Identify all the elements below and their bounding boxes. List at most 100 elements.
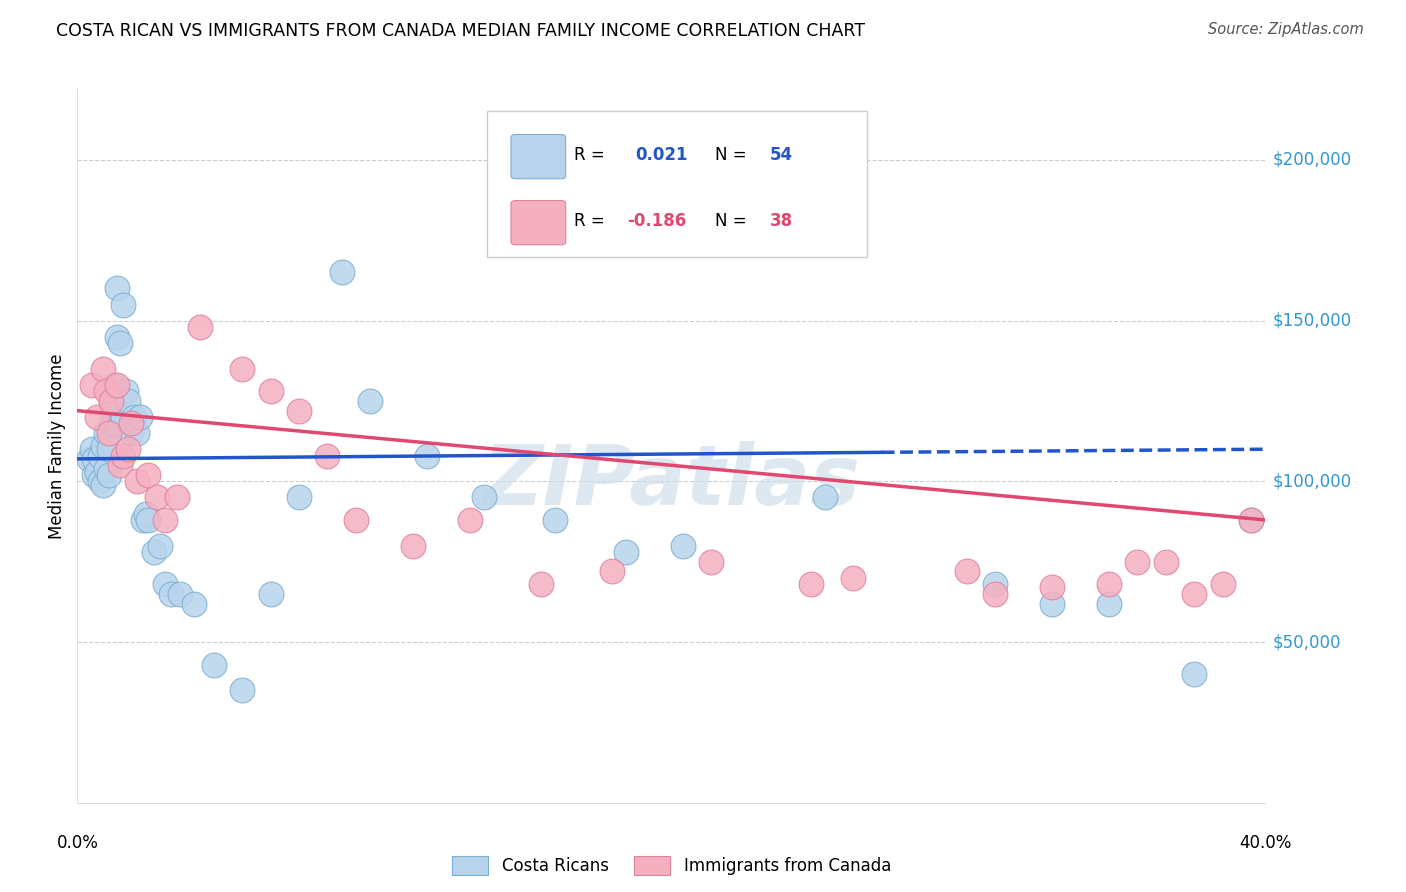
Point	[105, 378, 128, 392]
Point	[103, 378, 125, 392]
Legend: Costa Ricans, Immigrants from Canada: Costa Ricans, Immigrants from Canada	[447, 851, 896, 880]
Point	[288, 403, 311, 417]
Text: $150,000: $150,000	[1272, 311, 1351, 330]
Point	[108, 458, 131, 473]
Point	[91, 477, 114, 491]
Point	[700, 555, 723, 569]
Point	[402, 539, 425, 553]
Text: 0.021: 0.021	[636, 146, 688, 164]
Point	[83, 451, 105, 466]
Text: $100,000: $100,000	[1272, 473, 1351, 491]
Point	[416, 449, 439, 463]
Text: R =: R =	[574, 146, 610, 164]
Point	[166, 491, 188, 505]
Point	[842, 571, 865, 585]
Point	[1098, 577, 1121, 591]
Point	[97, 442, 120, 457]
FancyBboxPatch shape	[510, 201, 565, 244]
Point	[149, 539, 172, 553]
Point	[80, 442, 103, 457]
Point	[1240, 513, 1263, 527]
Point	[80, 378, 103, 392]
Point	[94, 461, 117, 475]
Point	[97, 426, 120, 441]
Point	[86, 410, 108, 425]
Point	[169, 587, 191, 601]
Point	[120, 426, 142, 441]
Point	[183, 597, 205, 611]
Point	[89, 449, 111, 463]
Point	[128, 410, 150, 425]
Point	[614, 545, 637, 559]
Point	[600, 565, 623, 579]
Point	[530, 577, 553, 591]
Point	[259, 587, 281, 601]
Text: 38: 38	[770, 212, 793, 230]
Point	[125, 475, 148, 489]
Point	[138, 513, 160, 527]
Point	[359, 394, 381, 409]
Point	[120, 417, 142, 431]
Point	[155, 513, 177, 527]
Point	[472, 491, 495, 505]
Point	[800, 577, 823, 591]
Point	[94, 426, 117, 441]
Point	[105, 329, 128, 343]
Point	[288, 491, 311, 505]
Point	[188, 320, 211, 334]
Point	[155, 577, 177, 591]
Point	[672, 539, 695, 553]
Point	[984, 587, 1007, 601]
Point	[105, 281, 128, 295]
FancyBboxPatch shape	[510, 135, 565, 178]
Point	[202, 657, 225, 672]
FancyBboxPatch shape	[488, 111, 868, 257]
Point	[1040, 597, 1063, 611]
Point	[125, 426, 148, 441]
Point	[111, 410, 134, 425]
Point	[1212, 577, 1234, 591]
Point	[91, 362, 114, 376]
Point	[100, 417, 122, 431]
Point	[458, 513, 481, 527]
Text: $50,000: $50,000	[1272, 633, 1341, 651]
Point	[138, 467, 160, 482]
Point	[316, 449, 339, 463]
Point	[100, 394, 122, 409]
Point	[1154, 555, 1177, 569]
Text: 54: 54	[770, 146, 793, 164]
Point	[91, 439, 114, 453]
Point	[330, 265, 353, 279]
Point	[103, 417, 125, 431]
Text: R =: R =	[574, 212, 605, 230]
Point	[114, 384, 136, 399]
Point	[86, 465, 108, 479]
Point	[143, 545, 166, 559]
Point	[89, 475, 111, 489]
Point	[1182, 587, 1205, 601]
Point	[544, 513, 567, 527]
Text: 0.0%: 0.0%	[56, 834, 98, 852]
Point	[231, 362, 253, 376]
Point	[1126, 555, 1149, 569]
Point	[984, 577, 1007, 591]
Point	[111, 449, 134, 463]
Point	[259, 384, 281, 399]
Point	[77, 451, 100, 466]
Point	[1098, 597, 1121, 611]
Point	[956, 565, 979, 579]
Text: Source: ZipAtlas.com: Source: ZipAtlas.com	[1208, 22, 1364, 37]
Point	[108, 336, 131, 351]
Point	[111, 297, 134, 311]
Point	[131, 513, 153, 527]
Point	[83, 467, 105, 482]
Point	[160, 587, 183, 601]
Text: $200,000: $200,000	[1272, 151, 1351, 169]
Point	[146, 491, 169, 505]
Point	[94, 384, 117, 399]
Point	[100, 397, 122, 411]
Point	[117, 442, 139, 457]
Point	[135, 507, 157, 521]
Point	[1040, 581, 1063, 595]
Text: 40.0%: 40.0%	[1239, 834, 1292, 852]
